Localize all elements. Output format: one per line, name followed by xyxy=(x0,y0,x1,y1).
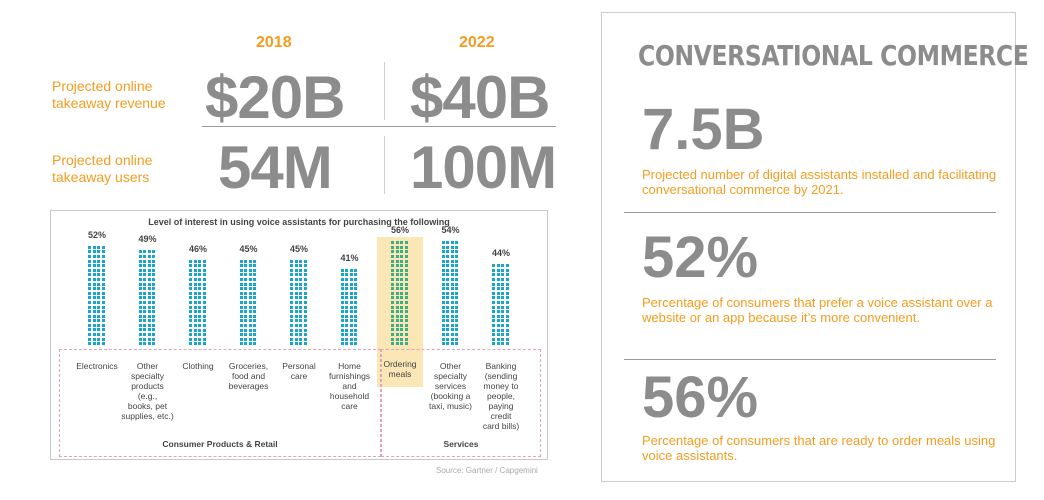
group-label-consumer: Consumer Products & Retail xyxy=(162,439,278,449)
revenue-2022-value: $40B xyxy=(410,64,550,131)
voice-assistant-interest-chart: Level of interest in using voice assista… xyxy=(50,210,548,460)
panel-title: CONVERSATIONAL COMMERCE xyxy=(638,39,1029,72)
stat-value: 7.5B xyxy=(642,97,765,162)
category-label: Home furnishings and household care xyxy=(328,361,371,411)
chart-title: Level of interest in using voice assista… xyxy=(148,217,450,227)
bar-2 xyxy=(138,250,157,346)
bar-value-label: 41% xyxy=(340,252,359,263)
users-row-label: Projected online takeaway users xyxy=(52,152,153,185)
group-box-consumer xyxy=(59,349,381,457)
group-label-services: Services xyxy=(443,439,479,449)
stat-description: Percentage of consumers that are ready t… xyxy=(642,433,996,463)
users-2022-value: 100M xyxy=(410,134,557,201)
bar-value-label: 45% xyxy=(289,243,308,254)
category-label: Groceries, food and beverages xyxy=(228,361,269,391)
kpi-divider xyxy=(384,136,385,194)
category-label: Banking (sending money to people, paying cred… xyxy=(482,361,520,431)
bar-value-label: 54% xyxy=(441,225,460,236)
revenue-2018-value: $20B xyxy=(205,64,345,131)
category-label: Personal care xyxy=(282,361,316,381)
panel-separator xyxy=(624,359,996,360)
bar-5 xyxy=(290,259,308,347)
category-label: Electronics xyxy=(76,361,118,371)
bar-7 xyxy=(391,241,409,347)
chart-source: Source: Gartner / Capgemini xyxy=(436,466,538,475)
users-2018-value: 54M xyxy=(218,134,333,201)
bar-value-label: 46% xyxy=(188,243,207,254)
bar-8 xyxy=(441,241,460,347)
category-label: Ordering meals xyxy=(383,359,417,379)
category-label: Clothing xyxy=(182,361,214,371)
bar-value-label: 49% xyxy=(138,234,157,245)
stat-value: 56% xyxy=(642,365,759,430)
bar-1 xyxy=(88,245,106,347)
kpi-row-separator xyxy=(202,126,556,127)
category-label: Other specialty products (e.g., books, pet s… xyxy=(121,361,174,421)
bar-value-label: 44% xyxy=(491,248,510,259)
stat-description: Percentage of consumers that prefer a vo… xyxy=(642,295,993,325)
revenue-row-label: Projected online takeaway revenue xyxy=(52,78,166,111)
conversational-commerce-panel: CONVERSATIONAL COMMERCE 7.5B Projected n… xyxy=(601,12,1029,482)
bar-4 xyxy=(239,259,258,347)
stat-value: 52% xyxy=(642,225,759,290)
stat-description: Projected number of digital assistants i… xyxy=(642,167,997,197)
kpi-divider xyxy=(384,62,385,120)
year-2022-label: 2022 xyxy=(459,34,495,51)
group-box-services xyxy=(381,349,541,457)
bar-9 xyxy=(492,264,510,347)
bar-value-label: 56% xyxy=(390,225,409,236)
bar-value-label: 45% xyxy=(239,243,258,254)
bar-3 xyxy=(189,259,207,347)
year-2018-label: 2018 xyxy=(256,34,292,51)
category-label: Other specialty services (booking a taxi, mu… xyxy=(429,361,472,411)
panel-separator xyxy=(624,212,996,213)
bar-value-label: 52% xyxy=(87,229,106,240)
bar-6 xyxy=(340,268,359,347)
